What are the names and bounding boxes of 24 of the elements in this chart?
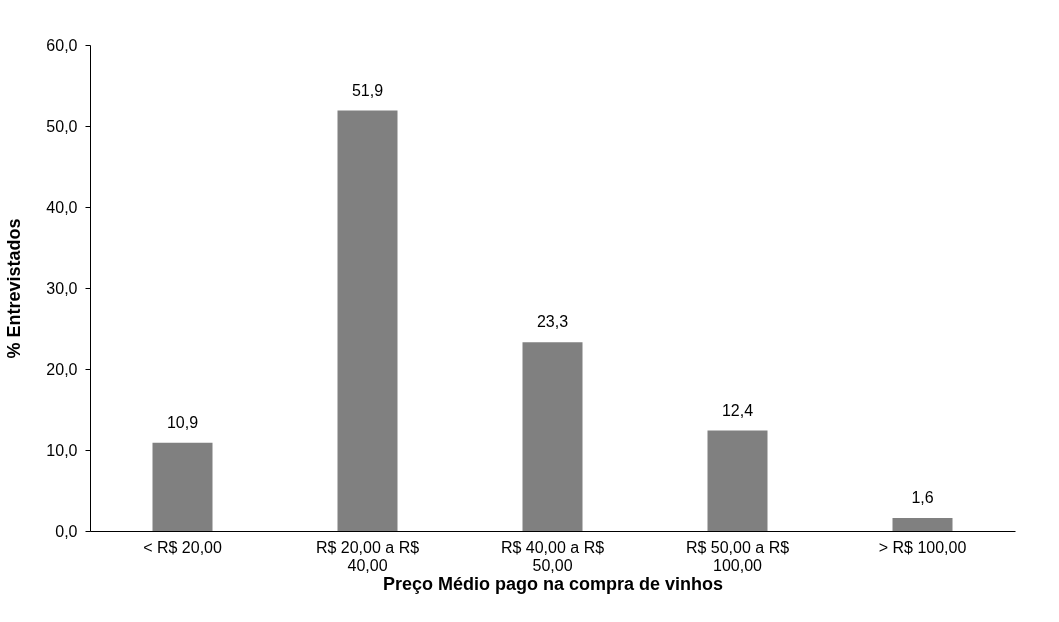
y-axis-title: % Entrevistados — [4, 218, 25, 359]
y-tick-label: 10,0 — [46, 441, 78, 459]
x-tick-label: R$ 50,00 a R$ 100,00 — [685, 538, 790, 574]
y-tick-label: 60,0 — [46, 36, 78, 54]
data-label: 51,9 — [351, 81, 384, 99]
bar — [707, 430, 768, 531]
data-label: 1,6 — [911, 489, 934, 507]
bar — [337, 110, 398, 531]
x-tick-label: < R$ 20,00 — [143, 538, 222, 556]
y-tick-label: 20,0 — [46, 360, 78, 378]
bar — [892, 518, 953, 531]
y-tick-label: 30,0 — [46, 279, 78, 297]
data-label: 23,3 — [536, 313, 569, 331]
y-tick-label: 0,0 — [55, 522, 78, 540]
y-tick-label: 50,0 — [46, 117, 78, 135]
y-tick-label: 40,0 — [46, 198, 78, 216]
x-tick-label: > R$ 100,00 — [878, 538, 967, 556]
bar — [152, 442, 213, 531]
x-axis-title: Preço Médio pago na compra de vinhos — [382, 573, 724, 594]
data-label: 10,9 — [166, 413, 199, 431]
bar — [522, 342, 583, 531]
x-tick-label: R$ 40,00 a R$ 50,00 — [500, 538, 605, 574]
x-tick-label: R$ 20,00 a R$ 40,00 — [315, 538, 420, 574]
data-label: 12,4 — [721, 401, 754, 419]
